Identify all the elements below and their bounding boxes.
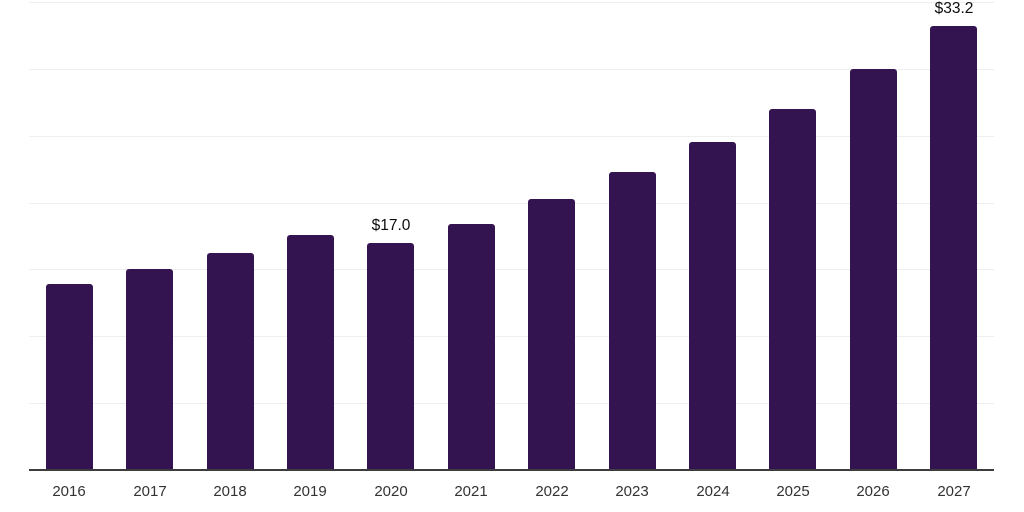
gridline-25 xyxy=(29,136,994,137)
bar-2017 xyxy=(126,269,173,470)
bar-2024 xyxy=(689,142,736,470)
gridline-30 xyxy=(29,69,994,70)
x-tick-2023: 2023 xyxy=(615,483,649,500)
bar-2023 xyxy=(609,172,656,470)
gridline-35 xyxy=(29,2,994,3)
gridline-10 xyxy=(29,336,994,337)
bar-2025 xyxy=(769,109,816,470)
x-tick-2024: 2024 xyxy=(696,483,730,500)
gridline-15 xyxy=(29,269,994,270)
bar-2021 xyxy=(448,224,495,470)
bar-2020 xyxy=(367,243,414,470)
x-axis-line xyxy=(29,469,994,471)
data-label-2027: $33.2 xyxy=(934,0,974,17)
gridline-5 xyxy=(29,403,994,404)
x-tick-2021: 2021 xyxy=(454,483,488,500)
bar-2022 xyxy=(528,199,575,470)
bar-2027 xyxy=(930,26,977,470)
bar-2018 xyxy=(207,253,254,470)
x-tick-2017: 2017 xyxy=(133,483,167,500)
x-tick-2027: 2027 xyxy=(937,483,971,500)
x-tick-2025: 2025 xyxy=(776,483,810,500)
x-tick-2020: 2020 xyxy=(374,483,408,500)
gridline-20 xyxy=(29,203,994,204)
x-tick-2019: 2019 xyxy=(293,483,327,500)
data-label-2020: $17.0 xyxy=(371,217,411,234)
x-tick-2026: 2026 xyxy=(856,483,890,500)
bar-2016 xyxy=(46,284,93,470)
x-tick-2018: 2018 xyxy=(213,483,247,500)
bar-2026 xyxy=(850,69,897,470)
x-tick-2022: 2022 xyxy=(535,483,569,500)
x-tick-2016: 2016 xyxy=(52,483,86,500)
bar-2019 xyxy=(287,235,334,470)
